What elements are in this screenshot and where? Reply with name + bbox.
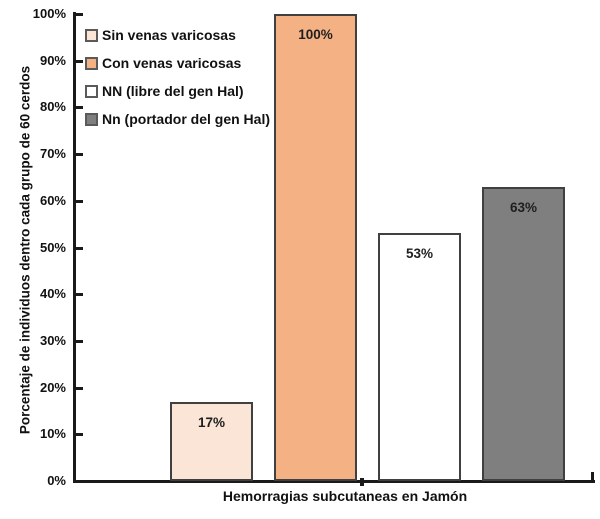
bar: 100% bbox=[274, 14, 357, 481]
legend-item: Sin venas varicosas bbox=[85, 21, 270, 49]
legend-item-label: Con venas varicosas bbox=[102, 55, 242, 71]
legend-swatch bbox=[85, 112, 98, 126]
y-tick-label: 30% bbox=[39, 332, 66, 348]
y-tick-label: 40% bbox=[39, 286, 66, 302]
y-tick bbox=[76, 153, 83, 157]
y-tick bbox=[76, 293, 83, 297]
legend-swatch bbox=[85, 84, 98, 98]
bar: 17% bbox=[170, 402, 253, 481]
bar: 53% bbox=[378, 233, 461, 481]
y-tick bbox=[76, 199, 83, 203]
legend: Sin venas varicosas Con venas varicosas NN… bbox=[85, 21, 270, 133]
x-axis-end-tick bbox=[591, 472, 594, 481]
y-tick bbox=[76, 59, 83, 63]
bar-data-label: 63% bbox=[509, 200, 538, 215]
y-tick-label: 20% bbox=[39, 379, 66, 395]
y-tick-label: 80% bbox=[39, 99, 66, 115]
bar-data-label: 53% bbox=[405, 246, 434, 261]
legend-item: Con venas varicosas bbox=[85, 49, 270, 77]
x-axis-line bbox=[73, 480, 595, 483]
legend-item: Nn (portador del gen Hal) bbox=[85, 105, 270, 133]
y-tick bbox=[76, 433, 83, 437]
bar-data-label: 17% bbox=[197, 415, 226, 430]
y-axis-line bbox=[73, 12, 76, 483]
legend-item-label: NN (libre del gen Hal) bbox=[102, 83, 244, 99]
y-tick bbox=[76, 339, 83, 343]
y-tick-label: 100% bbox=[32, 6, 66, 21]
legend-item-label: Nn (portador del gen Hal) bbox=[102, 111, 270, 127]
y-tick-label: 10% bbox=[39, 426, 66, 442]
legend-item-label: Sin venas varicosas bbox=[102, 27, 236, 43]
y-tick bbox=[76, 106, 83, 110]
y-tick bbox=[76, 13, 83, 16]
y-tick-label: 90% bbox=[39, 52, 66, 68]
y-tick-label: 70% bbox=[39, 146, 66, 162]
x-axis-center-tick bbox=[360, 478, 364, 486]
y-tick bbox=[76, 386, 83, 390]
legend-swatch bbox=[85, 56, 98, 70]
legend-swatch bbox=[85, 28, 98, 42]
y-tick-label: 0% bbox=[47, 473, 66, 488]
x-axis-title: Hemorragias subcutaneas en Jamón bbox=[222, 488, 468, 504]
legend-item: NN (libre del gen Hal) bbox=[85, 77, 270, 105]
bar: 63% bbox=[482, 187, 565, 481]
bar-data-label: 100% bbox=[298, 27, 333, 42]
y-tick-label: 60% bbox=[39, 192, 66, 208]
y-tick-label: 50% bbox=[39, 239, 66, 255]
y-tick bbox=[76, 246, 83, 250]
